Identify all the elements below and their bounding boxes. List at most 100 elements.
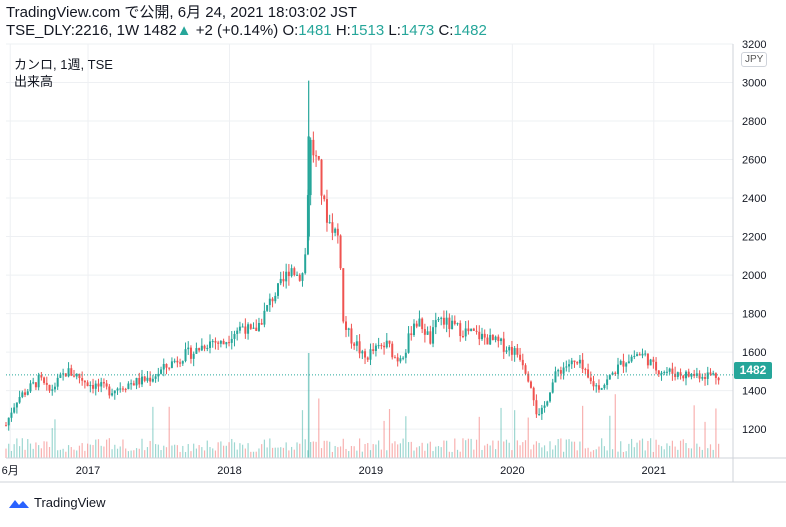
- volume-bar: [337, 447, 339, 458]
- volume-bar: [641, 438, 644, 458]
- candle-body: [483, 333, 486, 338]
- volume-bar: [603, 446, 605, 458]
- volume-bar: [114, 444, 116, 458]
- volume-bar: [301, 410, 304, 458]
- volume-bar: [682, 439, 684, 458]
- candle-body: [595, 385, 598, 387]
- volume-bar: [350, 445, 353, 458]
- volume-bar: [690, 448, 693, 458]
- candle-body: [641, 353, 644, 356]
- volume-bar: [573, 441, 576, 458]
- volume-bar: [5, 448, 7, 458]
- volume-bar: [239, 443, 241, 458]
- candle-body: [100, 382, 103, 387]
- volume-bar: [228, 442, 230, 458]
- candle-body: [83, 380, 86, 383]
- footer-brand[interactable]: TradingView: [8, 495, 106, 510]
- candle-body: [491, 334, 494, 340]
- candle-body: [380, 345, 383, 347]
- candle-body: [510, 346, 513, 355]
- volume-bar: [484, 445, 486, 458]
- candle-body: [64, 373, 67, 377]
- candle-body: [228, 342, 231, 344]
- candle-body: [105, 383, 108, 387]
- candle-body: [116, 388, 119, 391]
- candle-body: [298, 274, 301, 281]
- volume-bar: [454, 438, 456, 458]
- y-tick-label: 2600: [742, 155, 766, 167]
- candle-body: [263, 310, 266, 325]
- candle-body: [75, 373, 78, 377]
- candle-body: [143, 376, 146, 381]
- candle-body: [704, 377, 707, 379]
- candle-body: [301, 273, 304, 281]
- volume-bar: [157, 444, 159, 458]
- volume-bar: [212, 448, 214, 458]
- volume-bar: [277, 447, 279, 458]
- open-value: 1481: [298, 22, 332, 39]
- candle-body: [247, 324, 250, 334]
- volume-bar: [29, 443, 32, 458]
- volume-bar: [456, 449, 459, 458]
- symbol-label: TSE_DLY:2216, 1W: [6, 22, 140, 39]
- volume-bar: [21, 438, 23, 458]
- candle-body: [434, 320, 437, 328]
- volume-bar: [715, 408, 717, 458]
- candle-body: [372, 349, 375, 351]
- volume-bar: [576, 450, 578, 458]
- candle-body: [616, 364, 619, 374]
- candle-body: [633, 355, 636, 357]
- volume-bar: [174, 444, 176, 458]
- volume-bar: [418, 446, 421, 458]
- volume-bar: [598, 446, 600, 458]
- volume-bar: [565, 439, 567, 458]
- candle-body: [377, 345, 380, 347]
- candle-body: [339, 235, 342, 269]
- candle-body: [684, 371, 687, 379]
- candle-body: [151, 378, 154, 382]
- volume-bar: [266, 447, 268, 458]
- candle-body: [37, 375, 40, 388]
- candle-body: [353, 343, 356, 346]
- candle-body: [508, 346, 511, 351]
- volume-bar: [429, 441, 431, 458]
- volume-bar: [519, 445, 521, 458]
- candle-body: [315, 155, 318, 157]
- candle-body: [111, 393, 114, 396]
- candle-body: [304, 254, 307, 274]
- candle-body: [581, 359, 584, 370]
- volume-bar: [95, 439, 97, 458]
- candle-body: [350, 328, 353, 344]
- currency-badge[interactable]: JPY: [741, 52, 768, 67]
- volume-bar: [195, 448, 197, 458]
- volume-bar: [187, 444, 189, 458]
- volume-bar: [674, 446, 676, 458]
- candle-body: [497, 336, 500, 342]
- candle-body: [644, 353, 647, 355]
- volume-bar: [323, 440, 325, 458]
- candle-body: [638, 354, 641, 356]
- volume-bar: [168, 406, 170, 458]
- candle-body: [162, 363, 165, 370]
- candle-body: [160, 369, 163, 374]
- volume-bar: [203, 450, 206, 458]
- volume-bar: [16, 438, 18, 458]
- volume-bar: [590, 451, 592, 458]
- volume-bar: [522, 442, 524, 458]
- volume-bar: [473, 449, 475, 458]
- volume-bar: [190, 451, 192, 458]
- volume-bar: [543, 445, 546, 458]
- candle-body: [636, 354, 639, 356]
- candle-body: [589, 377, 592, 382]
- volume-bar: [535, 441, 537, 458]
- candle-body: [13, 407, 16, 413]
- volume-bar: [636, 442, 638, 458]
- candle-body: [238, 326, 241, 331]
- volume-bar: [560, 438, 562, 458]
- candle-body: [619, 360, 622, 365]
- volume-bar: [435, 446, 437, 458]
- candle-body: [325, 199, 328, 223]
- candle-body: [43, 377, 46, 383]
